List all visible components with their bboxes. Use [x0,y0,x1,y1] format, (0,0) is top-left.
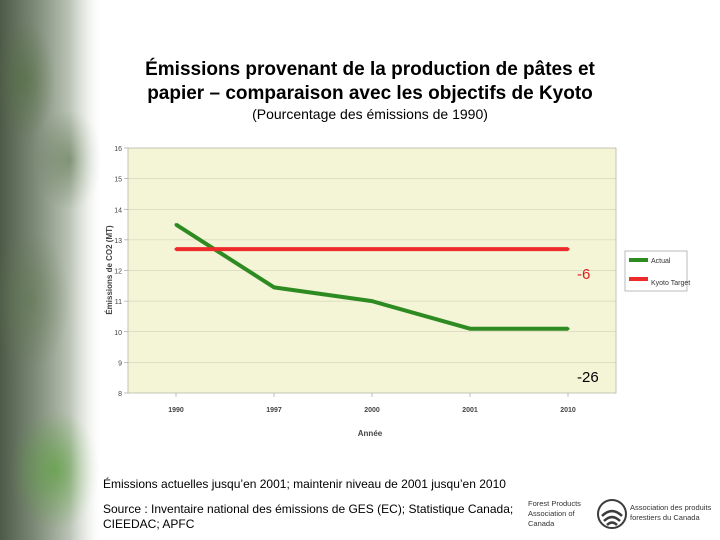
data-point [566,247,570,251]
y-tick-label: 13 [114,238,122,245]
annotation-minus-26: -26 [577,369,599,386]
fpac-logo: Forest Products Association of Canada As… [528,496,720,536]
x-tick-label: 1990 [168,407,184,414]
chart-title-line2: papier – comparaison avec les objectifs … [147,83,593,104]
data-point [370,247,374,251]
legend-label-actual: Actual [651,258,671,265]
data-point [468,327,472,331]
y-tick-label: 15 [114,177,122,184]
y-tick-label: 8 [118,391,122,398]
data-point [272,247,276,251]
legend-label-kyoto-target: Kyoto Target [651,280,690,287]
x-tick-label: 2010 [560,407,576,414]
series-group [174,222,570,331]
source-citation: Source : Inventaire national des émissio… [103,502,514,531]
data-point [370,299,374,303]
annotation-minus-6: -6 [577,266,590,283]
y-tick-label: 16 [114,146,122,153]
y-tick-label: 11 [115,299,122,306]
footnote: Émissions actuelles jusqu’en 2001; maint… [103,477,506,491]
y-tick-label: 9 [118,360,122,367]
y-tick-label: 10 [114,330,122,337]
data-point [174,223,178,227]
background-fade [70,0,110,540]
data-point [566,327,570,331]
chart-title-line1: Émissions provenant de la production de … [145,59,595,80]
x-axis-label: Année [358,429,383,438]
data-point [174,247,178,251]
x-tick-label: 1997 [266,407,282,414]
logo-text-french: Association des produits forestiers du C… [630,503,712,522]
fpac-emblem-icon [597,499,627,529]
chart-subtitle: (Pourcentage des émissions de 1990) [252,106,488,122]
logo-text-english: Forest Products Association of Canada [528,499,581,528]
legend-box [624,250,688,292]
x-tick-label: 2001 [462,407,478,414]
x-tick-label: 2000 [364,407,380,414]
legend: Actual Kyoto Target [624,250,690,292]
y-axis-label: Émissions de CO2 (MT) [105,225,114,315]
data-point [468,247,472,251]
data-point [272,285,276,289]
x-axis: 1990 1997 2000 2001 2010 [168,393,576,414]
y-tick-label: 14 [114,207,122,214]
y-tick-label: 12 [114,269,122,276]
